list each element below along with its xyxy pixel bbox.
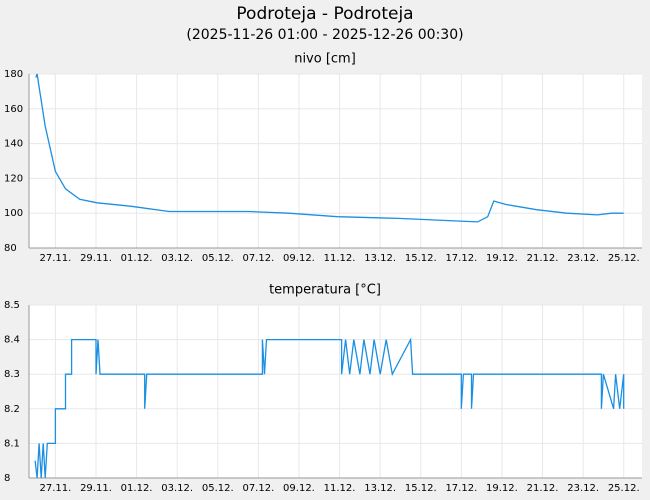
x-tick-label: 09.12.	[283, 253, 315, 264]
chart-title: temperatura [°C]	[269, 283, 381, 298]
x-tick-label: 03.12.	[161, 483, 193, 494]
x-tick-label: 09.12.	[283, 483, 315, 494]
x-tick-label: 03.12.	[161, 253, 193, 264]
x-tick-label: 07.12.	[242, 253, 274, 264]
x-tick-label: 01.12.	[121, 483, 153, 494]
x-tick-label: 29.11.	[80, 483, 112, 494]
x-tick-label: 27.11.	[39, 483, 71, 494]
x-tick-label: 05.12.	[202, 483, 234, 494]
x-tick-label: 05.12.	[202, 253, 234, 264]
page-title: Podroteja - Podroteja	[236, 4, 413, 24]
x-tick-label: 23.12.	[567, 483, 599, 494]
x-tick-label: 25.12.	[608, 253, 640, 264]
x-tick-label: 11.12.	[324, 253, 356, 264]
x-tick-label: 27.11.	[39, 253, 71, 264]
y-tick-label: 80	[4, 243, 17, 254]
x-tick-label: 17.12.	[445, 483, 477, 494]
x-tick-label: 19.12.	[486, 253, 518, 264]
y-tick-label: 8.4	[4, 335, 20, 346]
plot-area	[29, 74, 642, 248]
x-tick-label: 19.12.	[486, 483, 518, 494]
x-tick-label: 21.12.	[527, 253, 559, 264]
y-tick-label: 140	[4, 139, 23, 150]
x-tick-label: 13.12.	[364, 483, 396, 494]
x-tick-label: 07.12.	[242, 483, 274, 494]
y-tick-label: 8.2	[4, 404, 20, 415]
x-tick-label: 13.12.	[364, 253, 396, 264]
page-subtitle: (2025-11-26 01:00 - 2025-12-26 00:30)	[186, 27, 463, 43]
data-line	[35, 73, 624, 223]
x-tick-label: 15.12.	[405, 483, 437, 494]
x-tick-label: 23.12.	[567, 253, 599, 264]
x-tick-label: 11.12.	[324, 483, 356, 494]
plot-area	[29, 305, 642, 478]
y-tick-label: 8	[4, 473, 10, 484]
x-tick-label: 21.12.	[527, 483, 559, 494]
data-line	[34, 337, 625, 479]
x-tick-label: 25.12.	[608, 483, 640, 494]
x-tick-label: 15.12.	[405, 253, 437, 264]
y-tick-label: 8.5	[4, 300, 20, 311]
y-tick-label: 180	[4, 69, 23, 80]
y-tick-label: 8.3	[4, 369, 20, 380]
y-tick-label: 120	[4, 173, 23, 184]
chart-title: nivo [cm]	[294, 52, 356, 67]
y-tick-label: 8.1	[4, 438, 20, 449]
x-tick-label: 29.11.	[80, 253, 112, 264]
y-tick-label: 160	[4, 104, 23, 115]
x-tick-label: 17.12.	[445, 253, 477, 264]
y-tick-label: 100	[4, 208, 23, 219]
x-tick-label: 01.12.	[121, 253, 153, 264]
